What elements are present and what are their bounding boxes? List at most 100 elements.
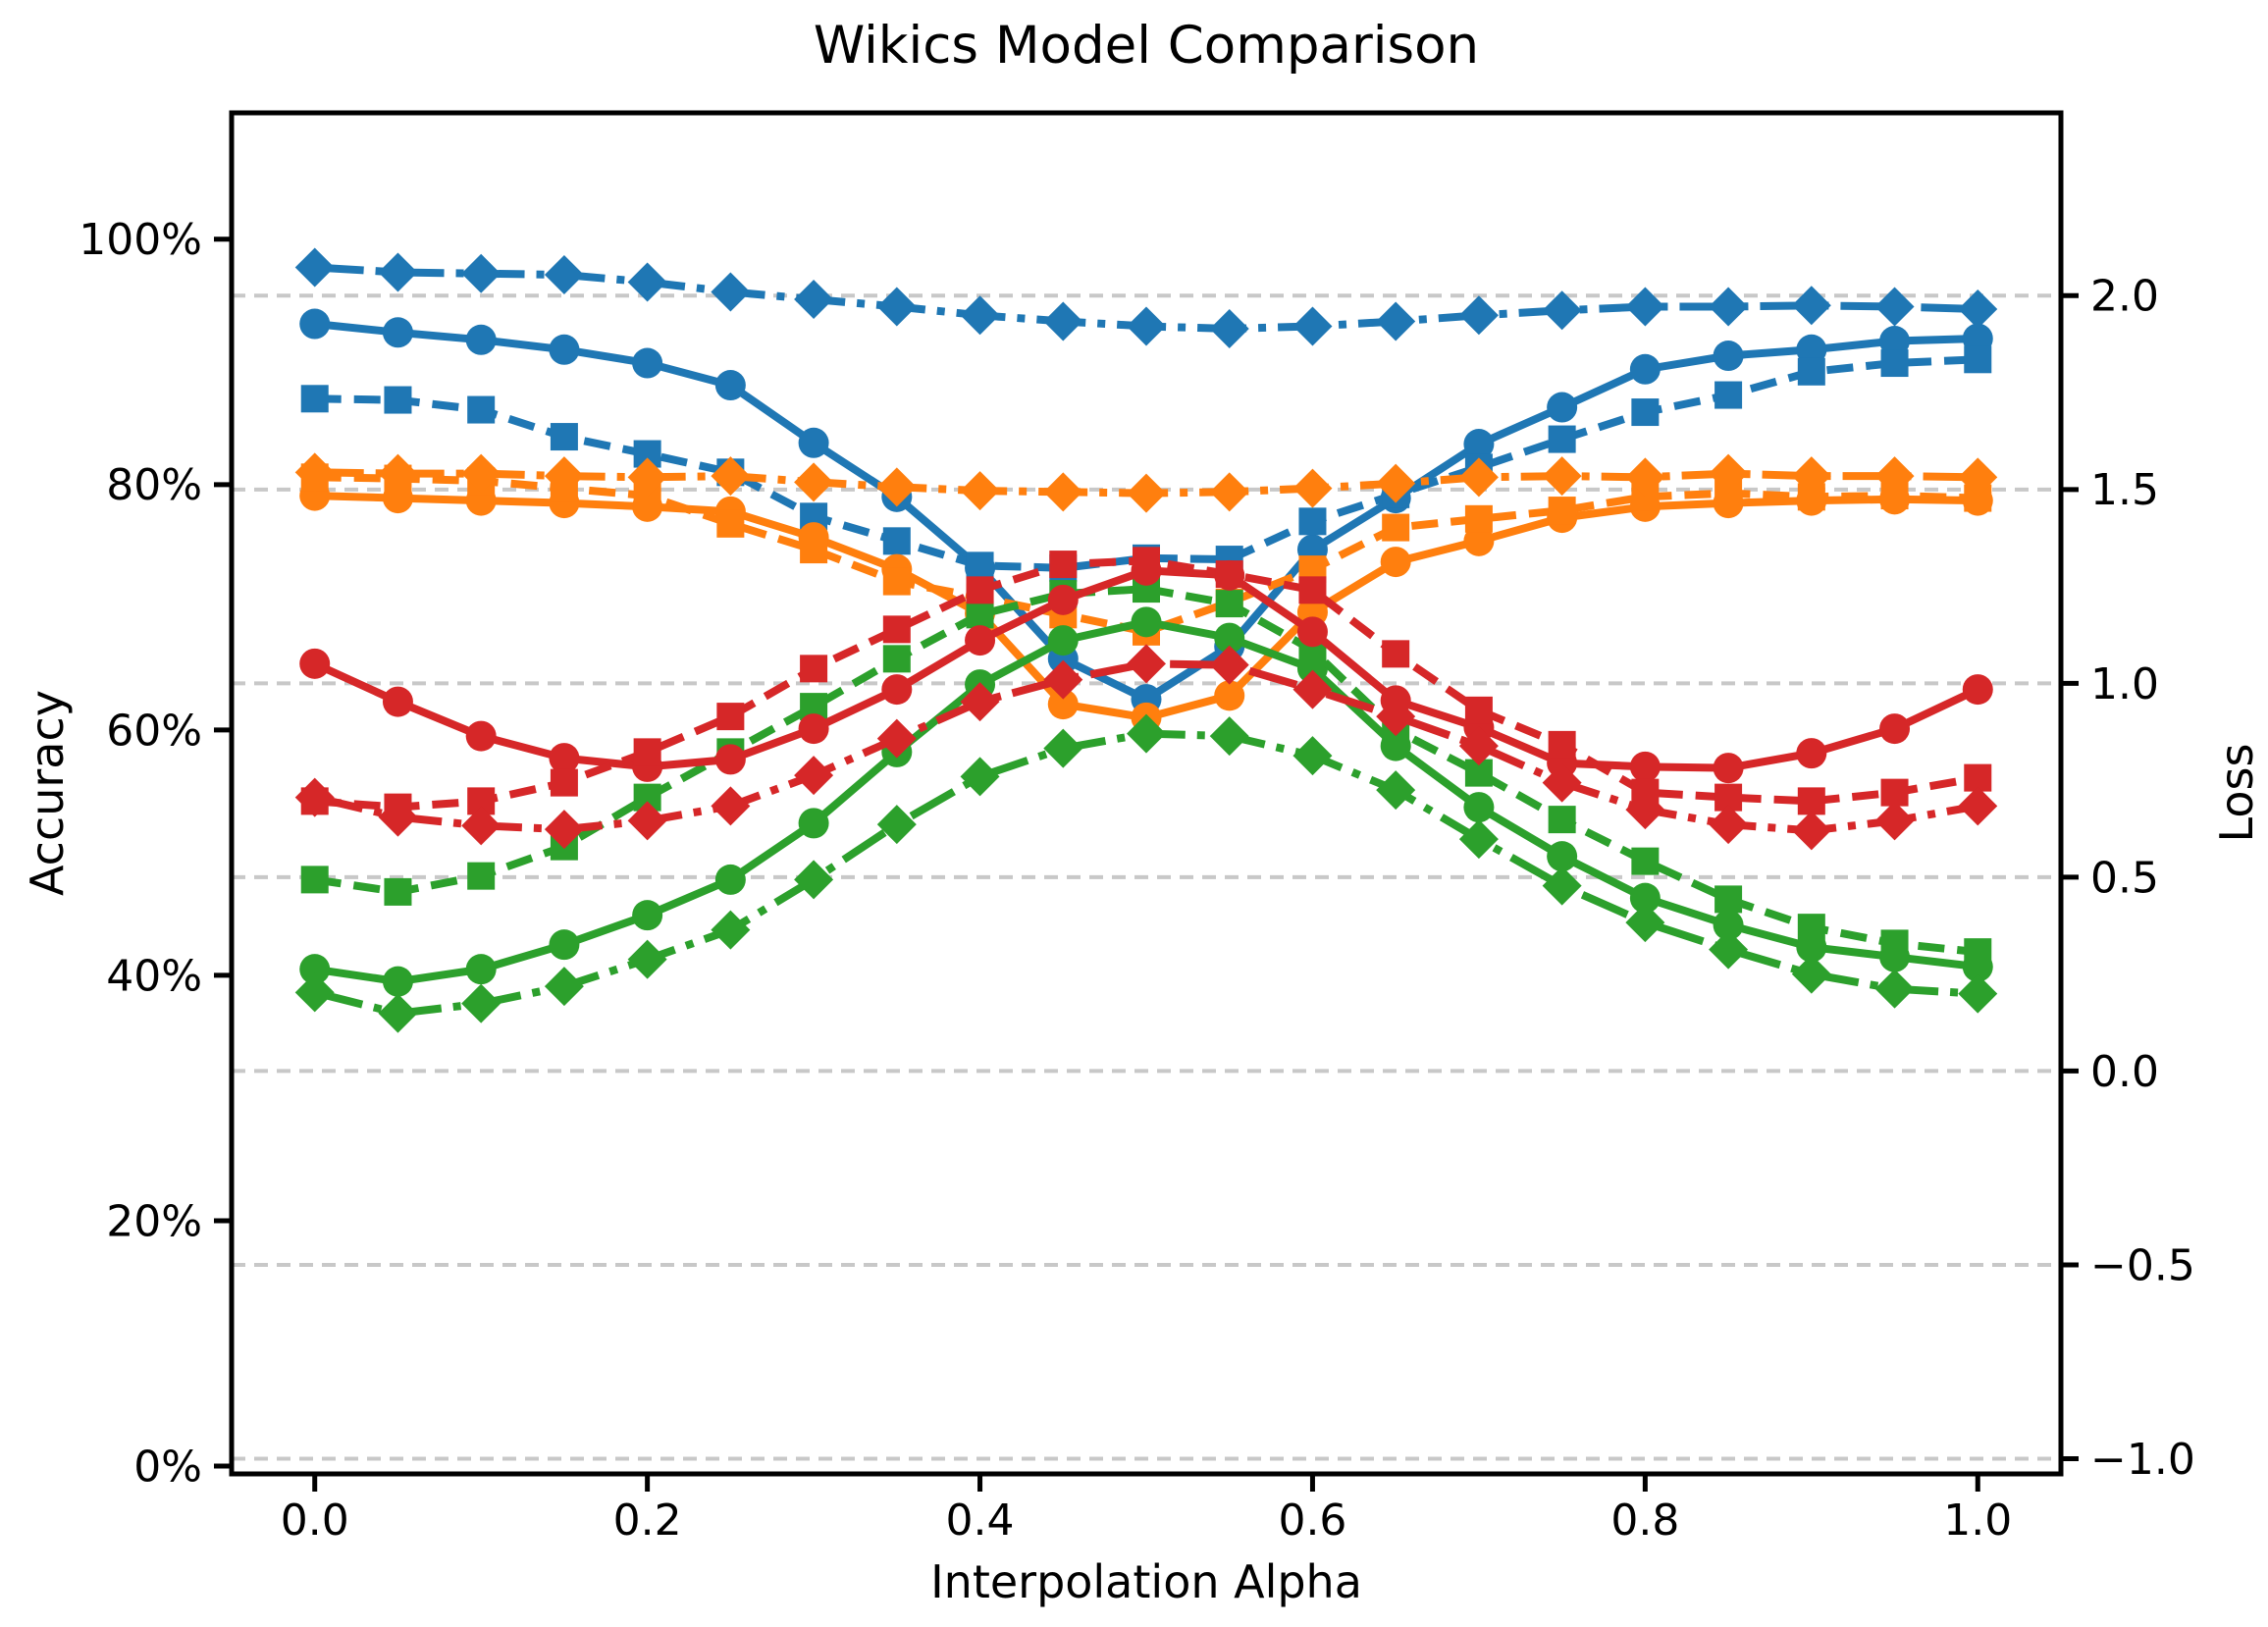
y-axis-label-right: Loss xyxy=(2210,744,2263,843)
marker-circle xyxy=(1047,625,1079,656)
marker-diamond xyxy=(1292,468,1333,508)
marker-square xyxy=(1797,357,1825,386)
marker-square xyxy=(882,527,911,555)
marker-circle xyxy=(1047,689,1079,720)
marker-square xyxy=(1880,349,1909,378)
marker-diamond xyxy=(1542,866,1582,906)
marker-diamond xyxy=(627,939,667,979)
marker-square xyxy=(1298,576,1327,604)
marker-square xyxy=(1714,885,1743,914)
marker-circle xyxy=(382,686,413,717)
marker-square xyxy=(300,866,329,894)
marker-circle xyxy=(549,743,580,774)
y-right-tick-label: 0.5 xyxy=(2090,853,2159,903)
marker-diamond xyxy=(1625,457,1665,498)
marker-diamond xyxy=(1542,762,1582,803)
marker-square xyxy=(384,877,412,906)
marker-circle xyxy=(299,648,331,679)
series-layer xyxy=(294,247,1998,1033)
marker-diamond xyxy=(1043,301,1083,341)
marker-square xyxy=(1548,497,1576,525)
marker-diamond xyxy=(1376,463,1416,503)
marker-diamond xyxy=(1127,473,1166,513)
marker-circle xyxy=(299,954,331,985)
marker-circle xyxy=(549,334,580,365)
marker-diamond xyxy=(1209,716,1249,757)
series-red-dashdot-diamond xyxy=(294,644,1998,851)
marker-circle xyxy=(299,308,331,340)
marker-square xyxy=(1797,787,1825,815)
marker-square xyxy=(966,551,994,580)
marker-diamond xyxy=(960,757,1000,797)
marker-diamond xyxy=(1958,973,1998,1014)
marker-square xyxy=(1464,696,1493,724)
marker-diamond xyxy=(1127,713,1166,754)
marker-diamond xyxy=(1709,287,1749,327)
marker-square xyxy=(550,423,578,451)
marker-circle xyxy=(1547,841,1578,872)
marker-circle xyxy=(798,713,829,745)
marker-diamond xyxy=(1791,456,1831,497)
marker-square xyxy=(550,768,578,797)
marker-diamond xyxy=(1043,472,1083,512)
series-line xyxy=(313,659,1978,835)
marker-diamond xyxy=(378,993,418,1033)
marker-diamond xyxy=(711,272,751,312)
marker-diamond xyxy=(627,801,667,841)
marker-circle xyxy=(798,427,829,458)
marker-diamond xyxy=(794,280,834,320)
marker-diamond xyxy=(1458,726,1499,766)
marker-circle xyxy=(1713,341,1744,372)
marker-circle xyxy=(1214,680,1245,711)
x-tick-label: 0.4 xyxy=(946,1496,1015,1546)
marker-square xyxy=(633,738,661,766)
marker-diamond xyxy=(294,247,335,288)
y-left-tick-label: 40% xyxy=(106,951,202,1001)
marker-circle xyxy=(1296,616,1328,648)
marker-diamond xyxy=(1043,659,1083,700)
marker-diamond xyxy=(876,805,917,845)
marker-square xyxy=(966,576,994,604)
marker-square xyxy=(1631,398,1660,427)
marker-circle xyxy=(714,370,746,401)
x-tick-label: 1.0 xyxy=(1943,1496,2012,1546)
marker-circle xyxy=(1463,525,1495,556)
marker-square xyxy=(1215,560,1243,589)
marker-diamond xyxy=(1542,290,1582,331)
x-tick-label: 0.0 xyxy=(281,1496,349,1546)
marker-circle xyxy=(1214,622,1245,654)
marker-circle xyxy=(465,720,497,752)
y-left-tick-label: 100% xyxy=(79,215,202,265)
marker-diamond xyxy=(294,777,335,817)
marker-diamond xyxy=(378,797,418,837)
marker-square xyxy=(1964,345,1992,374)
marker-diamond xyxy=(544,967,584,1007)
marker-diamond xyxy=(1791,286,1831,326)
marker-diamond xyxy=(378,453,418,494)
marker-square xyxy=(300,385,329,413)
y-right-tick-label: 1.0 xyxy=(2090,659,2159,709)
y-right-tick-label: 2.0 xyxy=(2090,272,2159,322)
x-tick-label: 0.2 xyxy=(613,1496,682,1546)
marker-diamond xyxy=(544,255,584,295)
marker-circle xyxy=(714,864,746,895)
marker-diamond xyxy=(1791,811,1831,851)
marker-square xyxy=(1631,847,1660,875)
marker-circle xyxy=(1547,392,1578,423)
marker-diamond xyxy=(1709,805,1749,845)
marker-diamond xyxy=(378,252,418,292)
marker-circle xyxy=(1879,713,1911,745)
marker-diamond xyxy=(1458,457,1499,498)
marker-diamond xyxy=(294,972,335,1013)
marker-circle xyxy=(465,324,497,355)
marker-circle xyxy=(382,966,413,997)
marker-circle xyxy=(1463,792,1495,823)
marker-diamond xyxy=(461,453,501,494)
marker-circle xyxy=(1131,606,1162,638)
y-left-tick-label: 60% xyxy=(106,706,202,756)
marker-diamond xyxy=(1209,472,1249,512)
marker-square xyxy=(467,862,496,890)
x-tick-label: 0.8 xyxy=(1610,1496,1679,1546)
marker-diamond xyxy=(1292,736,1333,776)
marker-square xyxy=(467,395,496,424)
